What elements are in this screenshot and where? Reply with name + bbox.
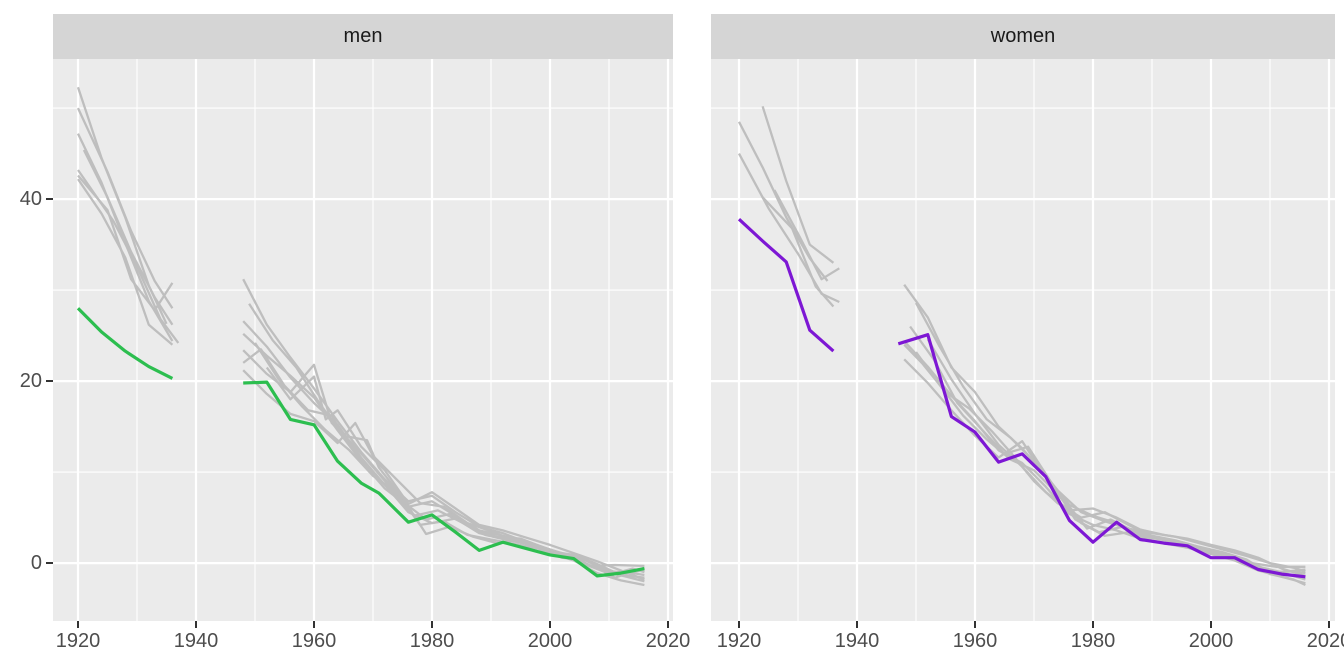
x-tick-mark	[667, 621, 669, 628]
background-series-line	[914, 302, 1306, 573]
x-tick-mark	[313, 621, 315, 628]
x-tick-label: 1940	[173, 630, 219, 652]
x-tick-mark	[431, 621, 433, 628]
highlight-series-line-women	[737, 218, 1306, 579]
x-tick-label: 1980	[1070, 630, 1116, 652]
facet-strip-men: men	[53, 14, 673, 59]
x-tick-mark	[1092, 621, 1094, 628]
x-tick-label: 2020	[645, 630, 691, 652]
background-series-line	[76, 86, 645, 575]
facet-strip-women: women	[711, 14, 1335, 59]
facet-title-men: men	[343, 25, 383, 47]
background-series-line	[737, 153, 1306, 585]
y-tick-mark	[46, 562, 53, 565]
plot-panel-men	[53, 59, 673, 621]
background-series-line	[82, 149, 645, 577]
background-series-line	[926, 338, 1306, 577]
x-tick-mark	[856, 621, 858, 628]
x-tick-mark	[1210, 621, 1212, 628]
x-tick-mark	[1328, 621, 1330, 628]
x-tick-mark	[974, 621, 976, 628]
y-tick-label: 40	[19, 188, 42, 211]
x-tick-mark	[195, 621, 197, 628]
background-series-line	[76, 133, 645, 579]
x-tick-label: 2000	[1188, 630, 1234, 652]
y-tick-label: 20	[19, 370, 42, 393]
highlight-series-line-men	[76, 307, 645, 578]
x-tick-label: 1920	[55, 630, 101, 652]
panel-canvas	[53, 59, 673, 621]
x-tick-label: 1960	[952, 630, 998, 652]
y-tick-label: 0	[30, 552, 42, 575]
x-tick-mark	[738, 621, 740, 628]
background-series-line	[265, 366, 645, 581]
x-tick-label: 2000	[527, 630, 573, 652]
background-series-line	[76, 107, 645, 583]
y-tick-mark	[46, 198, 53, 201]
x-tick-mark	[549, 621, 551, 628]
plot-panel-women	[711, 59, 1335, 621]
x-tick-label: 1920	[716, 630, 762, 652]
x-tick-label: 1940	[834, 630, 880, 652]
panel-canvas	[711, 59, 1335, 621]
y-tick-mark	[46, 380, 53, 383]
x-tick-label: 1980	[409, 630, 455, 652]
x-tick-label: 2020	[1306, 630, 1344, 652]
x-tick-mark	[77, 621, 79, 628]
x-tick-label: 1960	[291, 630, 337, 652]
facet-title-women: women	[990, 25, 1056, 47]
